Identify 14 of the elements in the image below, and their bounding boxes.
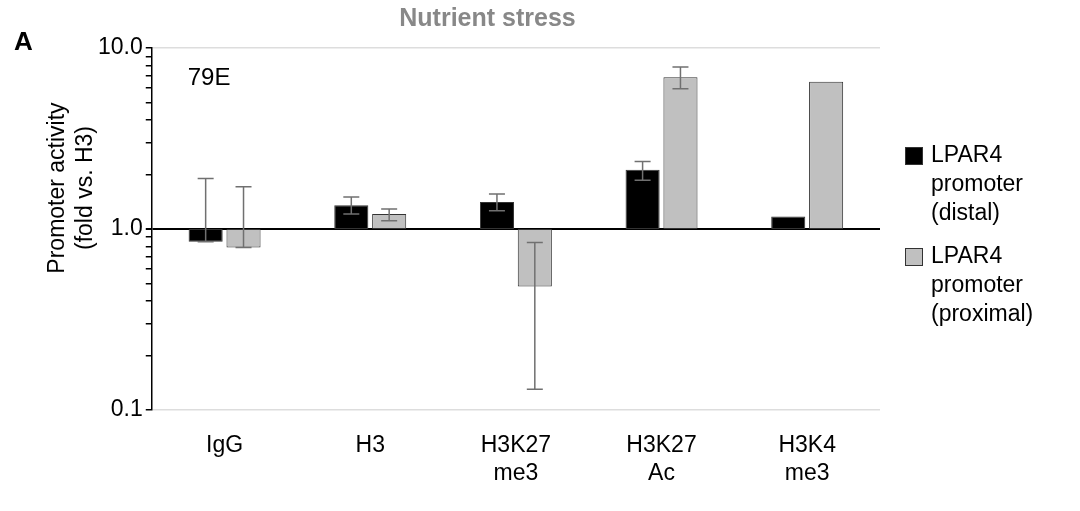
y-tick-label: 10.0 xyxy=(98,33,143,60)
text: A xyxy=(14,26,33,57)
x-tick-label: H3K27 Ac xyxy=(626,430,697,485)
annotation: 79E xyxy=(187,62,231,90)
x-tick-label: H3K27 me3 xyxy=(480,430,552,485)
legend-label: LPAR4 promoter (proximal) xyxy=(931,241,1035,328)
y-tick-label: 1.0 xyxy=(110,214,143,241)
y-axis-title: Promoter activity (fold vs. H3) xyxy=(42,101,98,276)
legend-label: LPAR4 promoter (distal) xyxy=(931,140,1025,227)
x-tick-label: IgG xyxy=(206,430,244,457)
chart-title: Nutrient stress xyxy=(399,2,576,31)
x-tick-label: H3K4 me3 xyxy=(778,430,837,485)
y-tick-label: 0.1 xyxy=(110,395,143,422)
x-tick-label: H3 xyxy=(355,430,385,457)
